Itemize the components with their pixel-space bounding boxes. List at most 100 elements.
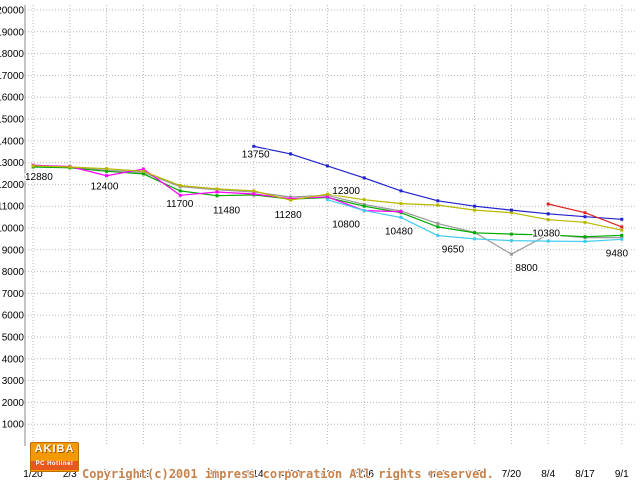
data-point-marker bbox=[473, 231, 477, 235]
copyright-block: Copyright(c)2001 impress corporation All… bbox=[82, 439, 494, 480]
data-point-marker bbox=[546, 239, 550, 243]
data-point-marker bbox=[583, 235, 587, 239]
data-point-marker bbox=[436, 225, 440, 229]
data-point-marker bbox=[362, 203, 366, 206]
y-tick-label: 11000 bbox=[0, 202, 24, 213]
data-point-marker bbox=[362, 176, 366, 180]
x-tick-label: 4/28 bbox=[281, 469, 301, 480]
data-point-marker bbox=[546, 212, 550, 216]
data-point-marker bbox=[105, 174, 109, 178]
data-point-marker bbox=[436, 199, 440, 203]
y-tick-label: 15000 bbox=[0, 115, 24, 126]
data-point-marker bbox=[399, 189, 403, 193]
data-point-marker bbox=[620, 228, 624, 232]
data-point-marker bbox=[215, 187, 219, 191]
x-tick-label: 6/23 bbox=[428, 469, 448, 480]
data-point-marker bbox=[141, 172, 145, 176]
data-point-marker bbox=[141, 167, 145, 171]
data-point-marker bbox=[546, 218, 550, 222]
x-tick-label: 2/17 bbox=[97, 469, 117, 480]
annotations: 12880 12400 11700 11480 13750 11280 12300 10800… bbox=[24, 148, 630, 275]
x-grid-and-labels: 1/20 2/3 2/17 3/3 3/17 3/31 4/14 4/28 5/12 5/26 6/… bbox=[23, 5, 629, 480]
data-point-marker bbox=[620, 237, 624, 241]
annotation-label: 12880 bbox=[25, 172, 53, 183]
y-tick-label: 16000 bbox=[0, 93, 24, 104]
data-point-marker bbox=[546, 233, 550, 237]
data-point-marker bbox=[436, 203, 440, 207]
data-point-marker bbox=[620, 225, 624, 229]
annotation-label: 11700 bbox=[166, 199, 194, 210]
logo-subtitle-text: PC Hotline! bbox=[31, 461, 78, 470]
annotation-label: 13750 bbox=[242, 149, 270, 160]
y-tick-label: 14000 bbox=[0, 136, 24, 147]
data-point-marker bbox=[31, 164, 35, 168]
x-tick-label: 4/14 bbox=[244, 469, 264, 480]
data-point-marker bbox=[325, 195, 329, 199]
data-point-marker bbox=[509, 211, 513, 215]
data-point-marker bbox=[546, 202, 550, 206]
data-point-marker bbox=[105, 167, 109, 171]
y-tick-label: 18000 bbox=[0, 49, 24, 60]
data-point-marker bbox=[289, 198, 293, 202]
data-point-marker bbox=[436, 222, 440, 226]
data-point-marker bbox=[399, 210, 403, 214]
data-point-marker bbox=[509, 252, 513, 256]
data-point-marker bbox=[583, 211, 587, 215]
y-tick-label: 1000 bbox=[2, 420, 25, 431]
data-point-marker bbox=[509, 208, 513, 212]
data-point-marker bbox=[583, 220, 587, 224]
series-blue bbox=[252, 144, 624, 221]
data-point-marker bbox=[215, 194, 219, 198]
logo-title-text: AKIBA bbox=[34, 443, 75, 455]
x-tick-label: 8/4 bbox=[541, 469, 555, 480]
y-tick-label: 6000 bbox=[2, 311, 25, 322]
x-tick-label: 3/31 bbox=[207, 469, 227, 480]
x-tick-label: 3/17 bbox=[170, 469, 190, 480]
data-point-marker bbox=[399, 202, 403, 206]
data-point-marker bbox=[583, 240, 587, 243]
data-point-marker bbox=[68, 165, 72, 169]
data-point-marker bbox=[362, 198, 366, 202]
data-point-marker bbox=[325, 164, 329, 168]
x-tick-label: 7/7 bbox=[468, 469, 482, 480]
x-tick-label: 5/12 bbox=[318, 469, 338, 480]
data-point-marker bbox=[473, 208, 477, 212]
data-point-marker bbox=[289, 152, 293, 156]
y-grid-and-labels: 20000 19000 18000 17000 16000 15000 14000 13000… bbox=[0, 6, 637, 431]
copyright-line: Copyright(c)2001 impress corporation All… bbox=[82, 467, 494, 480]
data-point-marker bbox=[509, 232, 513, 236]
y-tick-label: 19000 bbox=[0, 27, 24, 38]
x-tick-label: 1/20 bbox=[23, 469, 43, 480]
data-point-marker bbox=[583, 215, 587, 219]
data-point-marker bbox=[362, 209, 366, 213]
y-tick-label: 7000 bbox=[2, 289, 25, 300]
data-point-marker bbox=[620, 233, 624, 237]
data-point-marker bbox=[509, 239, 513, 243]
data-point-marker bbox=[252, 189, 256, 193]
data-point-marker bbox=[620, 217, 624, 221]
annotation-label: 10480 bbox=[385, 227, 413, 238]
x-tick-label: 3/3 bbox=[136, 469, 150, 480]
annotation-label: 11480 bbox=[213, 206, 241, 217]
data-point-marker bbox=[178, 193, 182, 197]
data-point-marker bbox=[215, 190, 219, 194]
y-tick-label: 9000 bbox=[2, 245, 25, 256]
data-point-marker bbox=[289, 195, 293, 199]
data-point-marker bbox=[436, 234, 440, 238]
data-point-marker bbox=[362, 204, 366, 208]
data-point-marker bbox=[620, 236, 624, 240]
series-line bbox=[32, 166, 622, 238]
data-point-marker bbox=[325, 198, 329, 202]
data-point-marker bbox=[325, 192, 329, 196]
series-red bbox=[546, 202, 624, 229]
data-point-marker bbox=[473, 204, 477, 208]
y-tick-label: 4000 bbox=[2, 354, 25, 365]
y-tick-label: 12000 bbox=[0, 180, 24, 191]
data-point-marker bbox=[178, 184, 182, 187]
akiba-pc-hotline-logo: AKIBA PC Hotline! bbox=[30, 442, 79, 472]
x-tick-label: 2/3 bbox=[63, 469, 77, 480]
x-tick-label: 7/20 bbox=[502, 469, 522, 480]
annotation-label: 12300 bbox=[332, 186, 360, 197]
